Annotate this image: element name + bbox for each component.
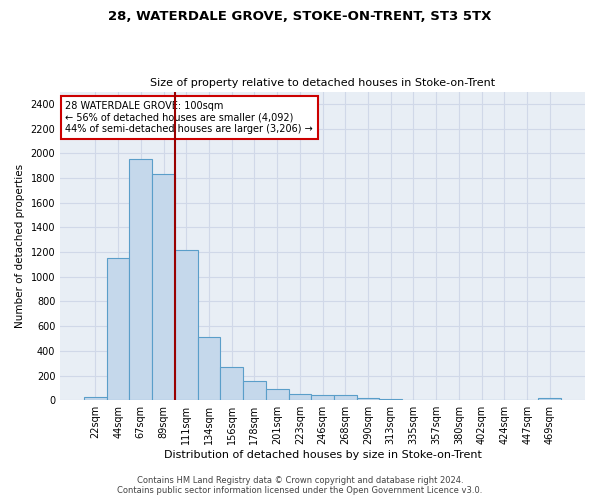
Title: Size of property relative to detached houses in Stoke-on-Trent: Size of property relative to detached ho…: [150, 78, 495, 88]
Y-axis label: Number of detached properties: Number of detached properties: [15, 164, 25, 328]
Bar: [175, 250, 197, 400]
Bar: [266, 389, 289, 400]
Bar: [130, 160, 152, 400]
Bar: [152, 174, 175, 400]
Bar: [538, 398, 561, 400]
Bar: [197, 337, 220, 400]
Text: 28 WATERDALE GROVE: 100sqm
← 56% of detached houses are smaller (4,092)
44% of s: 28 WATERDALE GROVE: 100sqm ← 56% of deta…: [65, 101, 313, 134]
Bar: [356, 398, 379, 400]
Bar: [220, 368, 243, 400]
Bar: [289, 394, 311, 400]
Bar: [334, 394, 356, 400]
Bar: [311, 394, 334, 400]
Bar: [243, 381, 266, 400]
Bar: [107, 258, 130, 400]
Text: 28, WATERDALE GROVE, STOKE-ON-TRENT, ST3 5TX: 28, WATERDALE GROVE, STOKE-ON-TRENT, ST3…: [109, 10, 491, 23]
Bar: [84, 396, 107, 400]
X-axis label: Distribution of detached houses by size in Stoke-on-Trent: Distribution of detached houses by size …: [164, 450, 482, 460]
Bar: [379, 399, 402, 400]
Text: Contains HM Land Registry data © Crown copyright and database right 2024.
Contai: Contains HM Land Registry data © Crown c…: [118, 476, 482, 495]
